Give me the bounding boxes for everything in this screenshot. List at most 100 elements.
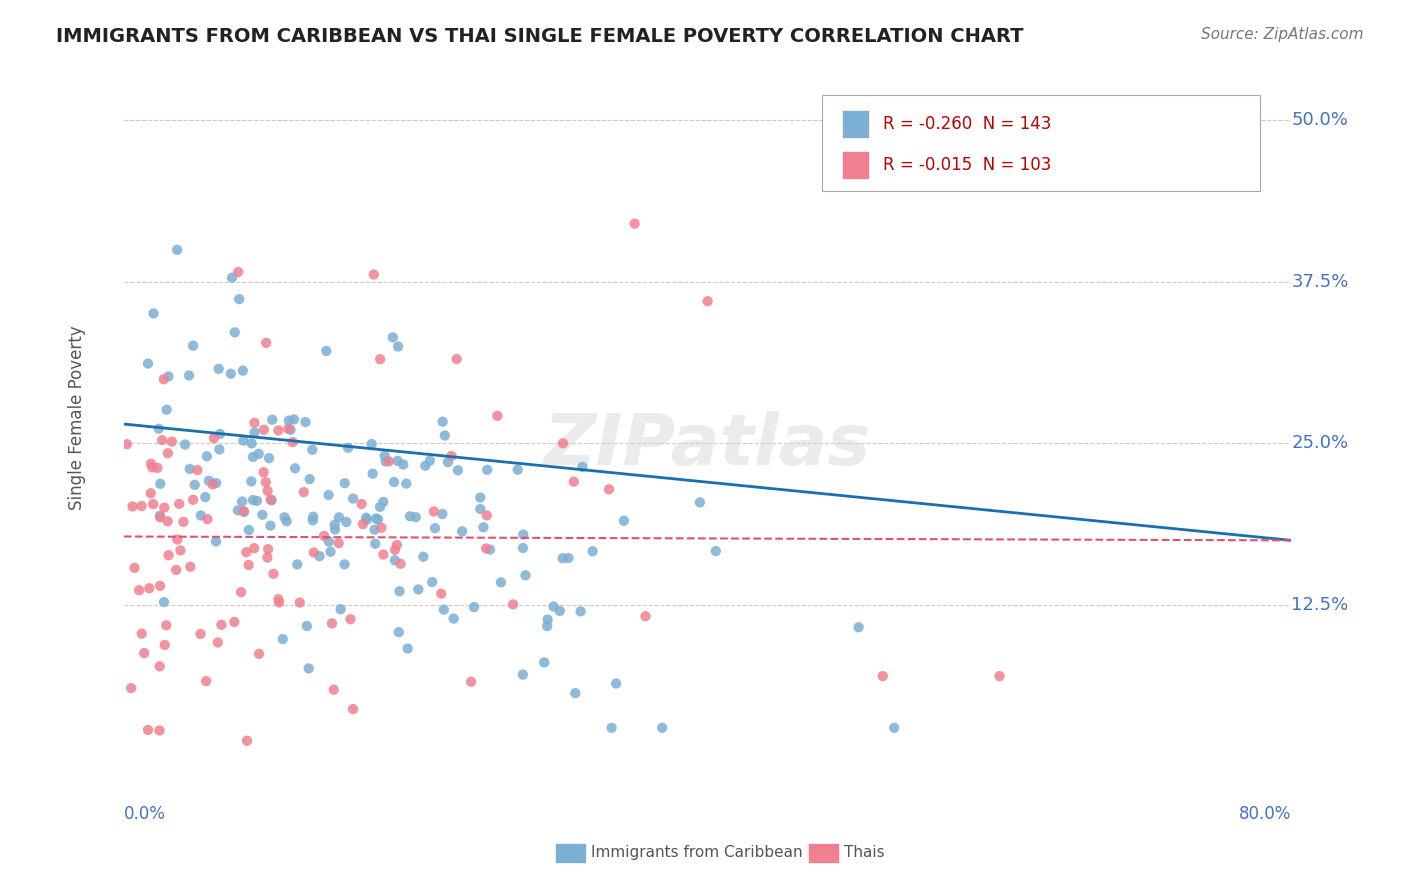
Point — [149, 508, 172, 523]
Point — [883, 721, 905, 735]
Point — [314, 529, 336, 543]
Point — [356, 513, 378, 527]
Point — [388, 584, 411, 599]
Point — [512, 527, 534, 541]
Point — [292, 485, 315, 500]
Point — [208, 426, 231, 441]
Point — [470, 502, 492, 516]
Point — [257, 542, 280, 557]
Text: Source: ZipAtlas.com: Source: ZipAtlas.com — [1201, 27, 1364, 42]
Point — [689, 495, 711, 509]
Point — [281, 435, 304, 450]
Point — [172, 515, 194, 529]
Point — [236, 733, 259, 747]
Point — [226, 503, 249, 517]
Point — [124, 561, 146, 575]
Point — [433, 428, 456, 442]
Point — [120, 681, 142, 695]
Point — [432, 415, 454, 429]
Point — [848, 620, 870, 634]
Point — [569, 604, 592, 618]
Point — [543, 599, 565, 614]
Point — [142, 497, 165, 511]
Point — [156, 446, 179, 460]
Point — [328, 536, 350, 550]
Point — [224, 615, 246, 629]
Point — [872, 669, 894, 683]
Text: Immigrants from Caribbean: Immigrants from Caribbean — [591, 846, 803, 860]
Point — [226, 265, 249, 279]
Point — [408, 582, 430, 597]
Point — [262, 413, 284, 427]
Point — [256, 550, 278, 565]
Point — [198, 474, 221, 488]
Point — [197, 512, 219, 526]
Point — [354, 510, 377, 524]
Point — [134, 646, 156, 660]
Point — [146, 461, 169, 475]
Point — [201, 477, 224, 491]
Point — [443, 611, 465, 625]
Point — [571, 459, 593, 474]
Point — [323, 523, 346, 537]
Point — [342, 491, 364, 506]
Point — [451, 524, 474, 539]
Point — [153, 638, 176, 652]
Point — [342, 702, 364, 716]
Point — [350, 497, 373, 511]
Point — [254, 475, 277, 489]
Point — [472, 520, 495, 534]
Point — [634, 609, 657, 624]
Point — [149, 579, 172, 593]
Point — [399, 509, 422, 524]
Point — [179, 462, 201, 476]
Point — [470, 491, 492, 505]
FancyBboxPatch shape — [842, 151, 869, 178]
Point — [252, 508, 274, 522]
Point — [195, 674, 218, 689]
Point — [489, 575, 512, 590]
Point — [564, 686, 586, 700]
FancyBboxPatch shape — [842, 111, 869, 138]
Point — [136, 723, 159, 737]
Point — [460, 674, 482, 689]
Point — [139, 457, 162, 471]
Point — [368, 352, 391, 367]
Point — [298, 472, 321, 486]
Point — [156, 514, 179, 528]
Point — [533, 656, 555, 670]
Point — [301, 442, 323, 457]
Point — [387, 454, 409, 468]
Point — [205, 534, 228, 549]
Point — [298, 661, 321, 675]
Point — [177, 368, 200, 383]
Point — [267, 592, 290, 607]
Point — [253, 465, 276, 479]
Point — [333, 558, 356, 572]
Text: Single Female Poverty: Single Female Poverty — [67, 326, 86, 510]
Point — [420, 575, 443, 590]
Point — [166, 243, 188, 257]
Point — [430, 587, 453, 601]
Point — [160, 434, 183, 449]
Point — [243, 416, 266, 430]
Point — [208, 361, 231, 376]
Point — [551, 436, 574, 450]
Point — [142, 306, 165, 320]
Point — [412, 549, 434, 564]
Point — [235, 545, 257, 559]
Point — [318, 488, 340, 502]
Point — [165, 563, 187, 577]
Point — [328, 510, 350, 524]
Point — [257, 451, 280, 466]
Point — [253, 423, 276, 437]
Point — [515, 568, 537, 582]
Point — [247, 647, 270, 661]
Point — [502, 598, 524, 612]
Point — [131, 626, 153, 640]
Point — [202, 431, 225, 445]
Point — [477, 463, 499, 477]
Point — [195, 450, 218, 464]
Point — [384, 542, 406, 557]
Point — [382, 475, 405, 489]
